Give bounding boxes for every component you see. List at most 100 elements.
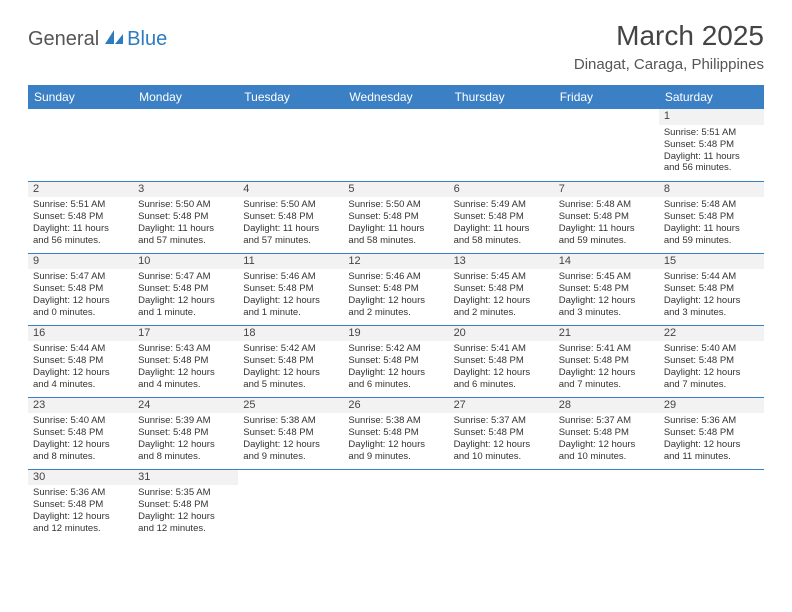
daylight1-text: Daylight: 12 hours — [664, 367, 759, 379]
weekday-header: Sunday — [28, 85, 133, 109]
sunset-text: Sunset: 5:48 PM — [138, 427, 233, 439]
daylight1-text: Daylight: 12 hours — [138, 439, 233, 451]
daylight1-text: Daylight: 12 hours — [454, 367, 549, 379]
sunrise-text: Sunrise: 5:41 AM — [559, 343, 654, 355]
calendar-cell: 20Sunrise: 5:41 AMSunset: 5:48 PMDayligh… — [449, 325, 554, 397]
sunset-text: Sunset: 5:48 PM — [348, 211, 443, 223]
sunrise-text: Sunrise: 5:47 AM — [138, 271, 233, 283]
sunrise-text: Sunrise: 5:49 AM — [454, 199, 549, 211]
daylight1-text: Daylight: 12 hours — [243, 439, 338, 451]
daylight2-text: and 10 minutes. — [559, 451, 654, 463]
location-text: Dinagat, Caraga, Philippines — [574, 56, 764, 73]
logo-text-general: General — [28, 28, 99, 51]
daylight2-text: and 58 minutes. — [454, 235, 549, 247]
daylight2-text: and 9 minutes. — [243, 451, 338, 463]
daylight1-text: Daylight: 12 hours — [138, 367, 233, 379]
sunset-text: Sunset: 5:48 PM — [33, 427, 128, 439]
daylight1-text: Daylight: 12 hours — [348, 295, 443, 307]
day-number: 6 — [449, 182, 554, 198]
calendar-cell — [28, 109, 133, 181]
sunset-text: Sunset: 5:48 PM — [33, 499, 128, 511]
sunrise-text: Sunrise: 5:40 AM — [664, 343, 759, 355]
calendar-row: 1Sunrise: 5:51 AMSunset: 5:48 PMDaylight… — [28, 109, 764, 181]
daylight2-text: and 59 minutes. — [559, 235, 654, 247]
daylight2-text: and 12 minutes. — [138, 523, 233, 535]
day-number: 29 — [659, 398, 764, 414]
calendar-cell — [133, 109, 238, 181]
sunrise-text: Sunrise: 5:38 AM — [243, 415, 338, 427]
calendar-cell: 22Sunrise: 5:40 AMSunset: 5:48 PMDayligh… — [659, 325, 764, 397]
sunrise-text: Sunrise: 5:46 AM — [243, 271, 338, 283]
calendar-cell: 23Sunrise: 5:40 AMSunset: 5:48 PMDayligh… — [28, 397, 133, 469]
sunset-text: Sunset: 5:48 PM — [348, 427, 443, 439]
daylight2-text: and 4 minutes. — [33, 379, 128, 391]
daylight1-text: Daylight: 11 hours — [559, 223, 654, 235]
weekday-header-row: Sunday Monday Tuesday Wednesday Thursday… — [28, 85, 764, 109]
day-number: 2 — [28, 182, 133, 198]
sunrise-text: Sunrise: 5:50 AM — [243, 199, 338, 211]
daylight1-text: Daylight: 11 hours — [664, 223, 759, 235]
daylight2-text: and 11 minutes. — [664, 451, 759, 463]
calendar-row: 16Sunrise: 5:44 AMSunset: 5:48 PMDayligh… — [28, 325, 764, 397]
daylight1-text: Daylight: 12 hours — [348, 367, 443, 379]
sunset-text: Sunset: 5:48 PM — [348, 355, 443, 367]
day-number: 3 — [133, 182, 238, 198]
sunset-text: Sunset: 5:48 PM — [243, 283, 338, 295]
sunrise-text: Sunrise: 5:42 AM — [348, 343, 443, 355]
sunset-text: Sunset: 5:48 PM — [559, 211, 654, 223]
sunrise-text: Sunrise: 5:35 AM — [138, 487, 233, 499]
daylight1-text: Daylight: 11 hours — [33, 223, 128, 235]
sunset-text: Sunset: 5:48 PM — [664, 139, 759, 151]
sunrise-text: Sunrise: 5:47 AM — [33, 271, 128, 283]
calendar-cell: 15Sunrise: 5:44 AMSunset: 5:48 PMDayligh… — [659, 253, 764, 325]
daylight2-text: and 1 minute. — [243, 307, 338, 319]
daylight1-text: Daylight: 12 hours — [454, 439, 549, 451]
day-number: 26 — [343, 398, 448, 414]
daylight1-text: Daylight: 12 hours — [559, 295, 654, 307]
day-number: 20 — [449, 326, 554, 342]
calendar-cell — [449, 109, 554, 181]
sunset-text: Sunset: 5:48 PM — [559, 355, 654, 367]
sunset-text: Sunset: 5:48 PM — [454, 211, 549, 223]
calendar-cell: 2Sunrise: 5:51 AMSunset: 5:48 PMDaylight… — [28, 181, 133, 253]
day-number: 23 — [28, 398, 133, 414]
daylight1-text: Daylight: 11 hours — [664, 151, 759, 163]
sunset-text: Sunset: 5:48 PM — [454, 355, 549, 367]
calendar-cell: 7Sunrise: 5:48 AMSunset: 5:48 PMDaylight… — [554, 181, 659, 253]
daylight2-text: and 7 minutes. — [559, 379, 654, 391]
page-title: March 2025 — [574, 20, 764, 52]
calendar-cell: 11Sunrise: 5:46 AMSunset: 5:48 PMDayligh… — [238, 253, 343, 325]
daylight2-text: and 5 minutes. — [243, 379, 338, 391]
weekday-header: Friday — [554, 85, 659, 109]
sunset-text: Sunset: 5:48 PM — [454, 427, 549, 439]
calendar-cell: 1Sunrise: 5:51 AMSunset: 5:48 PMDaylight… — [659, 109, 764, 181]
sunrise-text: Sunrise: 5:44 AM — [664, 271, 759, 283]
sunrise-text: Sunrise: 5:39 AM — [138, 415, 233, 427]
daylight2-text: and 3 minutes. — [664, 307, 759, 319]
sunrise-text: Sunrise: 5:45 AM — [454, 271, 549, 283]
calendar-cell: 16Sunrise: 5:44 AMSunset: 5:48 PMDayligh… — [28, 325, 133, 397]
sunset-text: Sunset: 5:48 PM — [559, 427, 654, 439]
header: General Blue March 2025 Dinagat, Caraga,… — [28, 20, 764, 73]
calendar-table: Sunday Monday Tuesday Wednesday Thursday… — [28, 85, 764, 541]
day-number: 31 — [133, 470, 238, 486]
daylight2-text: and 2 minutes. — [454, 307, 549, 319]
day-number: 27 — [449, 398, 554, 414]
calendar-cell: 13Sunrise: 5:45 AMSunset: 5:48 PMDayligh… — [449, 253, 554, 325]
calendar-cell: 9Sunrise: 5:47 AMSunset: 5:48 PMDaylight… — [28, 253, 133, 325]
weekday-header: Wednesday — [343, 85, 448, 109]
day-number: 9 — [28, 254, 133, 270]
weekday-header: Tuesday — [238, 85, 343, 109]
daylight2-text: and 2 minutes. — [348, 307, 443, 319]
daylight1-text: Daylight: 11 hours — [348, 223, 443, 235]
calendar-cell: 3Sunrise: 5:50 AMSunset: 5:48 PMDaylight… — [133, 181, 238, 253]
sunset-text: Sunset: 5:48 PM — [559, 283, 654, 295]
calendar-cell — [238, 109, 343, 181]
sunrise-text: Sunrise: 5:44 AM — [33, 343, 128, 355]
sunrise-text: Sunrise: 5:48 AM — [559, 199, 654, 211]
sunset-text: Sunset: 5:48 PM — [243, 355, 338, 367]
calendar-cell: 19Sunrise: 5:42 AMSunset: 5:48 PMDayligh… — [343, 325, 448, 397]
calendar-cell — [238, 469, 343, 541]
calendar-row: 2Sunrise: 5:51 AMSunset: 5:48 PMDaylight… — [28, 181, 764, 253]
calendar-cell: 6Sunrise: 5:49 AMSunset: 5:48 PMDaylight… — [449, 181, 554, 253]
